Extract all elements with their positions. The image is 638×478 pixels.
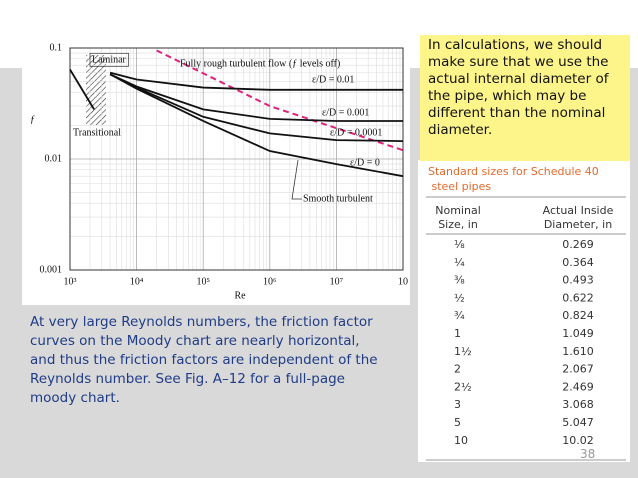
- series-line: [156, 49, 404, 152]
- x-tick-label: 10⁴: [130, 276, 144, 287]
- series-label: ε/D = 0.001: [322, 107, 369, 118]
- series-label: ε/D = 0.01: [312, 74, 354, 85]
- table-cell: 0.269: [562, 238, 594, 251]
- table-cell: 1: [454, 327, 461, 340]
- x-tick-label: 10⁶: [263, 276, 277, 287]
- table-header: Size, in: [438, 218, 478, 231]
- annotation: Transitional: [73, 127, 121, 138]
- table-header: Diameter, in: [544, 218, 612, 231]
- table-cell: 3.068: [562, 398, 594, 411]
- table-cell: 5.047: [562, 416, 594, 429]
- table-cell: ⅛: [454, 238, 465, 251]
- series-label: Fully rough turbulent flow (ƒ levels off…: [180, 58, 340, 69]
- table-cell: ½: [454, 291, 465, 304]
- table-cell: ¾: [454, 309, 465, 322]
- x-tick-label: 10⁷: [330, 276, 344, 287]
- table-cell: 0.622: [562, 291, 594, 304]
- label-box: [89, 52, 129, 67]
- table-cell: ¼: [454, 256, 465, 269]
- y-axis-label: ƒ: [30, 114, 35, 125]
- table-cell: 1.610: [562, 345, 594, 358]
- table-cell: 0.493: [562, 274, 594, 287]
- series-line: [69, 69, 95, 110]
- series-label: ε/D = 0.0001: [330, 127, 382, 138]
- x-tick-label: 10³: [64, 276, 77, 287]
- series-line: [109, 73, 404, 178]
- table-cell: ⅜: [454, 274, 465, 287]
- table-panel: [418, 160, 630, 462]
- table-header: Actual Inside: [543, 204, 614, 217]
- caption: At very large Reynolds numbers, the fric…: [30, 314, 378, 406]
- table-cell: 3: [454, 398, 461, 411]
- series-label: ε/D = 0: [350, 157, 380, 168]
- plot-frame: [69, 47, 404, 271]
- y-tick-label: 0.01: [45, 153, 63, 164]
- y-tick-label: 0.1: [50, 42, 63, 53]
- table-cell: 1½: [454, 345, 472, 358]
- leader-line: [291, 159, 302, 200]
- note-box: In calculations, we should make sure tha…: [420, 35, 630, 161]
- series-label: Laminar: [92, 54, 127, 65]
- table-cell: 2: [454, 363, 461, 376]
- table-cell: 1.049: [562, 327, 594, 340]
- transition-zone: [86, 55, 106, 125]
- table-cell: 10.02: [562, 434, 594, 447]
- x-axis-label: Re: [234, 290, 246, 301]
- table-header: Nominal: [435, 204, 481, 217]
- table-cell: 0.824: [562, 309, 594, 322]
- annotation: Smooth turbulent: [303, 193, 373, 204]
- x-tick-label: 10⁵: [196, 276, 210, 287]
- table-cell: 2½: [454, 380, 472, 393]
- table-cell: 10: [454, 434, 468, 447]
- x-tick-label: 10: [398, 276, 408, 287]
- page-number: 38: [580, 447, 596, 461]
- table-cell: 5: [454, 416, 461, 429]
- table-cell: 2.067: [562, 363, 594, 376]
- table-cell: 0.364: [562, 256, 594, 269]
- table-cell: 2.469: [562, 380, 594, 393]
- series-line: [109, 71, 403, 91]
- y-tick-label: 0.001: [40, 264, 63, 275]
- table-title: Standard sizes for Schedule 40 steel pip…: [428, 165, 599, 193]
